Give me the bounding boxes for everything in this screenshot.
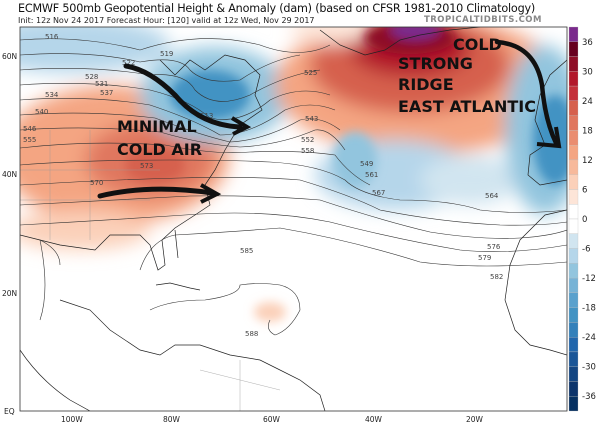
colorbar-swatch — [568, 115, 579, 131]
annotation-cold-air: COLD AIR — [117, 140, 202, 159]
colorbar-swatch — [568, 396, 579, 412]
colorbar-swatch — [568, 366, 579, 382]
colorbar-label: -18 — [582, 304, 596, 314]
annotation-minimal: MINIMAL — [117, 117, 197, 136]
contour-label: 585 — [240, 247, 253, 255]
contour-label: 558 — [301, 147, 314, 155]
contour-label: 528 — [85, 73, 98, 81]
colorbar-swatch — [568, 277, 579, 293]
colorbar-label: 6 — [582, 185, 587, 195]
arrow-icon — [97, 186, 215, 199]
colorbar-label: 36 — [582, 38, 593, 48]
height-contours — [20, 38, 567, 336]
annotation-ridge: RIDGE — [398, 75, 454, 94]
contour-label: 516 — [45, 33, 59, 41]
colorbar-swatch — [568, 381, 579, 397]
colorbar-label: -36 — [582, 392, 596, 402]
map-subtitle: Init: 12z Nov 24 2017 Forecast Hour: [12… — [18, 16, 315, 25]
colorbar-label: -6 — [582, 245, 590, 255]
brand-watermark: TROPICALTIDBITS.COM — [423, 15, 542, 25]
anomaly-field: 516 519 522 525 528 531 534 537 540 543 … — [20, 27, 567, 411]
contour-label: 564 — [485, 192, 499, 200]
contour-label: 573 — [140, 162, 153, 170]
arrow-icon — [123, 63, 243, 130]
contour-label: 537 — [100, 89, 113, 97]
annotation-strong: STRONG — [398, 54, 473, 73]
contour-label: 567 — [372, 189, 385, 197]
annotations: MINIMAL COLD AIR COLD STRONG RIDGE EAST … — [97, 35, 562, 204]
colorbar-swatch — [568, 189, 579, 205]
arrow-icon — [536, 126, 562, 149]
contour-label: 546 — [23, 125, 37, 133]
contour-label: 543 — [305, 115, 318, 123]
colorbar-label: -24 — [582, 333, 596, 343]
colorbar-swatch — [568, 351, 579, 367]
contour-label: 588 — [245, 330, 258, 338]
contour-label: 582 — [490, 273, 503, 281]
colorbar-label: 30 — [582, 67, 593, 77]
colorbar-label: -12 — [582, 274, 596, 284]
colorbar-swatch — [568, 41, 579, 57]
contour-label: 570 — [90, 179, 103, 187]
colorbar-swatch — [568, 56, 579, 72]
contour-label: 561 — [365, 171, 378, 179]
colorbar-swatch — [568, 248, 579, 264]
contour-label: 579 — [478, 254, 491, 262]
colorbar-swatch — [568, 26, 579, 42]
colorbar-label: 0 — [582, 215, 587, 225]
contour-label: 540 — [35, 108, 48, 116]
colorbar-swatch — [568, 130, 579, 146]
contour-label: 531 — [95, 80, 108, 88]
colorbar-swatch — [568, 204, 579, 220]
contour-label: 576 — [487, 243, 501, 251]
annotation-east-atlantic: EAST ATLANTIC — [398, 97, 536, 116]
arrow-icon — [494, 39, 559, 146]
colorbar-swatch — [568, 233, 579, 249]
axis-labels: 60N 40N 20N EQ 100W 80W 60W 40W 20W — [2, 52, 484, 424]
lat-label: 60N — [2, 52, 17, 61]
contour-label: 522 — [122, 59, 135, 67]
colorbar-label: -30 — [582, 363, 596, 373]
lon-label: 20W — [466, 415, 484, 424]
colorbar-swatch — [568, 71, 579, 87]
contour-label: 534 — [45, 91, 59, 99]
contour-labels: 516 519 522 525 528 531 534 537 540 543 … — [23, 33, 503, 338]
lat-label: 20N — [2, 289, 17, 298]
coastlines — [20, 27, 567, 411]
contour-label: 549 — [360, 160, 373, 168]
contour-label: 519 — [160, 50, 173, 58]
contour-label: 525 — [304, 69, 317, 77]
arrow-icon — [200, 183, 222, 204]
colorbar-swatch — [568, 292, 579, 308]
annotation-cold: COLD — [453, 35, 502, 54]
contour-label: 513 — [200, 112, 213, 120]
colorbar-label: 24 — [582, 97, 593, 107]
colorbar-label: 12 — [582, 156, 593, 166]
arrow-icon — [230, 116, 252, 136]
map-title: ECMWF 500mb Geopotential Height & Anomal… — [18, 2, 536, 15]
colorbar-swatch — [568, 218, 579, 234]
colorbar-swatch — [568, 307, 579, 323]
contour-label: 552 — [301, 136, 314, 144]
colorbar-swatch — [568, 85, 579, 101]
lon-label: 40W — [365, 415, 383, 424]
lon-label: 100W — [61, 415, 83, 424]
colorbar-swatch — [568, 263, 579, 279]
colorbar-swatch — [568, 322, 579, 338]
lon-label: 80W — [163, 415, 181, 424]
colorbar-label: 18 — [582, 126, 593, 136]
lon-label: 60W — [263, 415, 281, 424]
colorbar-swatch — [568, 100, 579, 116]
contour-label: 555 — [23, 136, 36, 144]
colorbar-swatch — [568, 145, 579, 161]
colorbar-swatch — [568, 174, 579, 190]
colorbar-swatch — [568, 159, 579, 175]
lat-label: 40N — [2, 170, 17, 179]
lat-label: EQ — [4, 407, 15, 416]
colorbar: 36 30 24 18 12 6 0 -6 -12 -18 -24 -30 -36 — [568, 26, 596, 412]
colorbar-swatch — [568, 337, 579, 353]
